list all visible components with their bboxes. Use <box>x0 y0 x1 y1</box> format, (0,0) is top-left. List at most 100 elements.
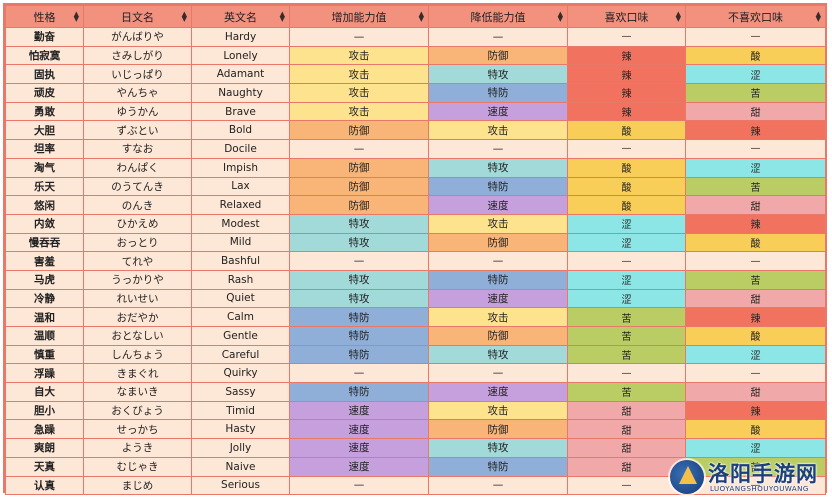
liked-flavor-cell: 辣 <box>567 101 686 122</box>
disliked-flavor-cell: 涩 <box>685 64 826 85</box>
liked-flavor-cell: 酸 <box>567 195 686 215</box>
col-header-label: 英文名 <box>224 10 257 24</box>
col-header-label: 性格 <box>33 10 56 24</box>
english-name-cell: Naughty <box>191 83 290 103</box>
nature-name-cell: 顽皮 <box>5 83 84 103</box>
liked-flavor-cell: 涩 <box>567 269 686 290</box>
col-header-label: 增加能力值 <box>331 10 387 24</box>
disliked-flavor-cell: 甜 <box>685 288 826 309</box>
disliked-flavor-cell: 苦 <box>685 176 826 197</box>
table-row: 马虎 うっかりや Rash 特攻 特防涩苦 <box>5 269 826 290</box>
table-row: 温和 おだやか Calm 特防 攻击苦辣 <box>5 307 826 327</box>
sort-arrows-icon[interactable]: ▲ ▼ <box>279 10 285 23</box>
disliked-flavor-cell: 酸 <box>685 419 826 440</box>
col-header-label: 降低能力值 <box>470 10 526 24</box>
decreased-stat-cell: — <box>428 251 568 271</box>
japanese-name-cell: まじめ <box>83 475 192 496</box>
liked-flavor-cell: 酸 <box>567 120 686 141</box>
disliked-flavor-cell: 酸 <box>685 326 826 346</box>
increased-stat-cell: 特攻 <box>289 232 429 253</box>
increased-stat-cell: 攻击 <box>289 101 429 122</box>
disliked-flavor-cell: 甜 <box>685 195 826 215</box>
col-header-japanese-name[interactable]: 日文名 ▲ ▼ <box>83 5 192 28</box>
japanese-name-cell: むじゃき <box>83 456 192 477</box>
japanese-name-cell: ひかえめ <box>83 213 192 234</box>
disliked-flavor-cell: — <box>685 475 826 496</box>
increased-stat-cell: 攻击 <box>289 45 429 66</box>
table-body: 勤奋 がんばりや Hardy — — — — 怕寂寞 さみしがり Lonely 攻击 防御辣酸固执 いじ… <box>5 27 826 496</box>
english-name-cell: Jolly <box>191 438 290 458</box>
nature-name-cell: 认真 <box>5 475 84 496</box>
increased-stat-cell: 速度 <box>289 438 429 458</box>
liked-flavor-cell: 涩 <box>567 232 686 253</box>
japanese-name-cell: おっとり <box>83 232 192 253</box>
table-row: 怕寂寞 さみしがり Lonely 攻击 防御辣酸 <box>5 45 826 66</box>
sort-arrows-icon[interactable]: ▲ ▼ <box>675 10 681 23</box>
liked-flavor-cell: — <box>567 27 686 47</box>
table-row: 胆小 おくびょう Timid 速度 攻击甜辣 <box>5 400 826 421</box>
japanese-name-cell: のんき <box>83 195 192 215</box>
table-row: 爽朗 ようき Jolly 速度 特攻甜涩 <box>5 438 826 458</box>
disliked-flavor-cell: 甜 <box>685 382 826 402</box>
sort-arrows-icon[interactable]: ▲ ▼ <box>418 10 424 23</box>
decreased-stat-cell: 速度 <box>428 382 568 402</box>
nature-name-cell: 浮躁 <box>5 363 84 384</box>
decreased-stat-cell: 防御 <box>428 419 568 440</box>
english-name-cell: Hasty <box>191 419 290 440</box>
english-name-cell: Quirky <box>191 363 290 384</box>
japanese-name-cell: おとなしい <box>83 326 192 346</box>
japanese-name-cell: れいせい <box>83 288 192 309</box>
table-row: 认真 まじめ Serious — — — — <box>5 475 826 496</box>
disliked-flavor-cell: 苦 <box>685 83 826 103</box>
disliked-flavor-cell: 辣 <box>685 213 826 234</box>
col-header-decreased-stat[interactable]: 降低能力值 ▲ ▼ <box>428 5 568 28</box>
increased-stat-cell: — <box>289 251 429 271</box>
english-name-cell: Lax <box>191 176 290 197</box>
sort-arrows-icon[interactable]: ▲ ▼ <box>557 10 563 23</box>
english-name-cell: Bashful <box>191 251 290 271</box>
col-header-disliked-flavor[interactable]: 不喜欢口味 ▲ ▼ <box>685 5 826 28</box>
col-header-liked-flavor[interactable]: 喜欢口味 ▲ ▼ <box>567 5 686 28</box>
increased-stat-cell: 特攻 <box>289 213 429 234</box>
col-header-english-name[interactable]: 英文名 ▲ ▼ <box>191 5 290 28</box>
nature-name-cell: 急躁 <box>5 419 84 440</box>
decreased-stat-cell: 特攻 <box>428 64 568 85</box>
japanese-name-cell: わんぱく <box>83 157 192 178</box>
japanese-name-cell: ずぶとい <box>83 120 192 141</box>
table-row: 慢吞吞 おっとり Mild 特攻 防御涩酸 <box>5 232 826 253</box>
japanese-name-cell: おだやか <box>83 307 192 327</box>
decreased-stat-cell: 防御 <box>428 45 568 66</box>
english-name-cell: Timid <box>191 400 290 421</box>
liked-flavor-cell: 酸 <box>567 157 686 178</box>
liked-flavor-cell: 涩 <box>567 288 686 309</box>
english-name-cell: Calm <box>191 307 290 327</box>
disliked-flavor-cell: — <box>685 139 826 159</box>
nature-name-cell: 勇敢 <box>5 101 84 122</box>
liked-flavor-cell: — <box>567 363 686 384</box>
table-row: 冷静 れいせい Quiet 特攻 速度涩甜 <box>5 288 826 309</box>
english-name-cell: Rash <box>191 269 290 290</box>
nature-name-cell: 慢吞吞 <box>5 232 84 253</box>
english-name-cell: Adamant <box>191 64 290 85</box>
nature-name-cell: 内敛 <box>5 213 84 234</box>
increased-stat-cell: 速度 <box>289 419 429 440</box>
liked-flavor-cell: 甜 <box>567 456 686 477</box>
sort-arrows-icon[interactable]: ▲ ▼ <box>815 10 821 23</box>
disliked-flavor-cell: — <box>685 27 826 47</box>
sort-arrows-icon[interactable]: ▲ ▼ <box>73 10 79 23</box>
table-row: 顽皮 やんちゃ Naughty 攻击 特防辣苦 <box>5 83 826 103</box>
japanese-name-cell: てれや <box>83 251 192 271</box>
japanese-name-cell: きまぐれ <box>83 363 192 384</box>
table-row: 勤奋 がんばりや Hardy — — — — <box>5 27 826 47</box>
english-name-cell: Lonely <box>191 45 290 66</box>
english-name-cell: Impish <box>191 157 290 178</box>
sort-arrows-icon[interactable]: ▲ ▼ <box>181 10 187 23</box>
liked-flavor-cell: 苦 <box>567 382 686 402</box>
col-header-increased-stat[interactable]: 增加能力值 ▲ ▼ <box>289 5 429 28</box>
japanese-name-cell: うっかりや <box>83 269 192 290</box>
nature-table-frame: 性格 ▲ ▼ 日文名 ▲ ▼ 英文名 ▲ ▼ 增加能力值 ▲ ▼ 降低能力值 ▲ ▼ 喜欢口味 ▲ ▼ … <box>3 3 827 496</box>
english-name-cell: Docile <box>191 139 290 159</box>
nature-name-cell: 淘气 <box>5 157 84 178</box>
col-header-nature[interactable]: 性格 ▲ ▼ <box>5 5 84 28</box>
english-name-cell: Gentle <box>191 326 290 346</box>
